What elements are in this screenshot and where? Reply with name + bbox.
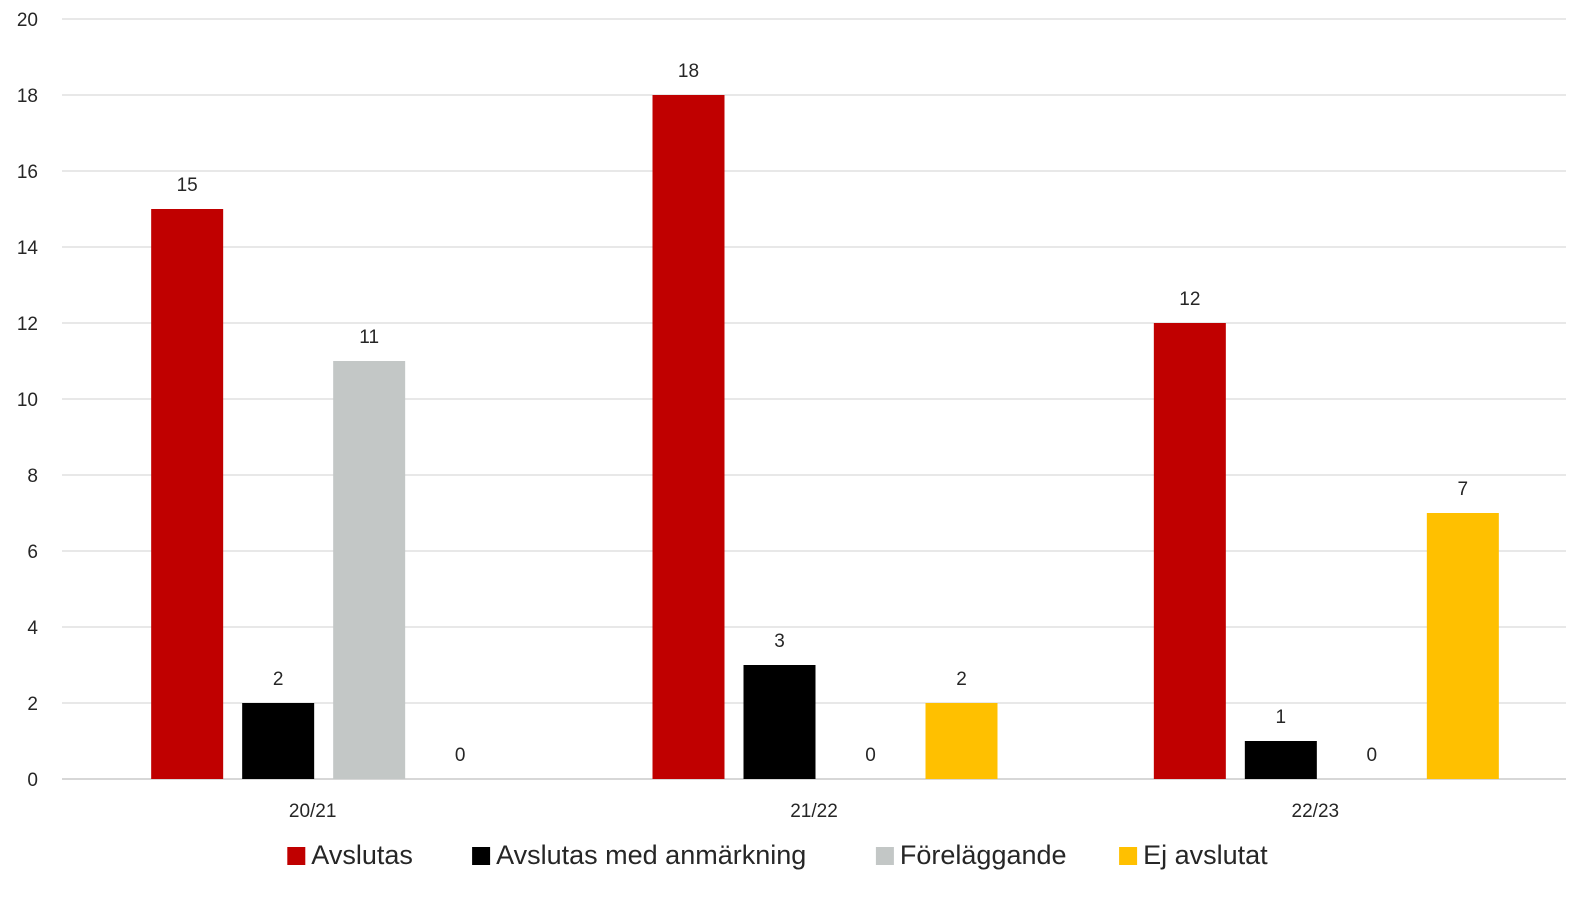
y-tick-label: 16 (17, 162, 38, 183)
legend-swatch (875, 847, 894, 865)
data-label: 0 (865, 745, 876, 766)
data-label: 18 (678, 61, 699, 82)
y-tick-label: 6 (27, 542, 38, 563)
bar (925, 703, 998, 779)
x-tick-label: 20/21 (289, 801, 337, 822)
bar (1153, 323, 1226, 779)
legend-swatch (1119, 847, 1138, 865)
x-axis-ticks: 20/21 21/22 22/23 (289, 801, 1339, 822)
y-tick-label: 18 (17, 86, 38, 107)
legend-label: Avslutas (311, 840, 413, 870)
y-tick-label: 0 (27, 770, 38, 791)
x-tick-label: 22/23 (1292, 801, 1340, 822)
data-label: 3 (774, 631, 785, 652)
bar (151, 209, 224, 779)
y-tick-label: 14 (17, 238, 39, 259)
legend-label: Föreläggande (900, 840, 1067, 870)
bars (151, 95, 1499, 779)
bar (333, 361, 406, 779)
y-tick-label: 20 (17, 10, 38, 31)
bar (1244, 741, 1317, 779)
bar (652, 95, 725, 779)
bar (1426, 513, 1499, 779)
y-tick-label: 8 (27, 466, 38, 487)
data-label: 2 (273, 669, 284, 690)
legend-swatch (472, 847, 491, 865)
y-tick-label: 10 (17, 390, 38, 411)
data-label: 0 (455, 745, 466, 766)
data-label: 0 (1367, 745, 1378, 766)
bar (743, 665, 816, 779)
data-labels: 15 2 11 0 18 3 0 2 12 1 0 7 (177, 61, 1469, 766)
legend-label: Avslutas med anmärkning (496, 840, 806, 870)
bar (242, 703, 315, 779)
data-label: 15 (177, 175, 198, 196)
legend-swatch (287, 847, 306, 865)
legend-label: Ej avslutat (1143, 840, 1268, 870)
data-label: 1 (1276, 707, 1287, 728)
data-label: 12 (1179, 289, 1200, 310)
y-tick-label: 4 (27, 618, 38, 639)
data-label: 7 (1458, 479, 1469, 500)
y-axis-ticks: 0 2 4 6 8 10 12 14 16 18 20 (17, 10, 39, 791)
data-label: 2 (956, 669, 967, 690)
x-tick-label: 21/22 (790, 801, 838, 822)
y-tick-label: 12 (17, 314, 38, 335)
data-label: 11 (359, 327, 379, 348)
y-tick-label: 2 (27, 694, 38, 715)
legend: Avslutas Avslutas med anmärkning Förelägga… (287, 840, 1268, 870)
